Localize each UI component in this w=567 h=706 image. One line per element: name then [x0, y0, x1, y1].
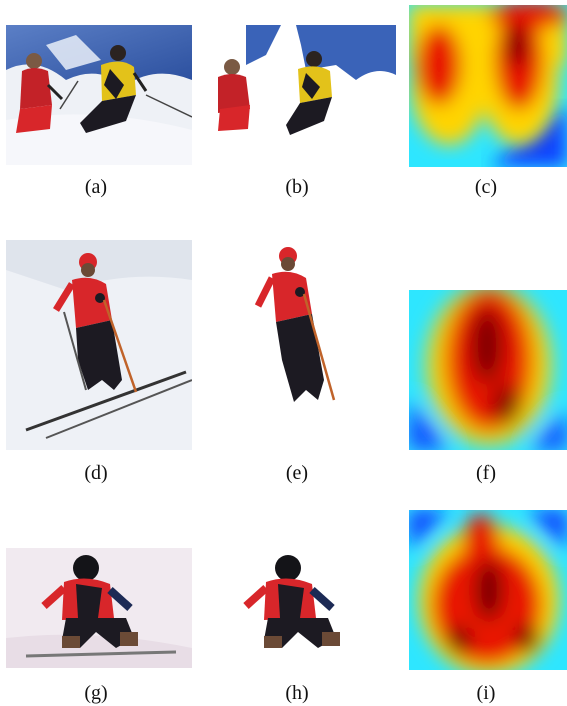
panel-i-heatmap	[409, 510, 567, 670]
caption-c: (c)	[474, 176, 498, 198]
caption-b: (b)	[285, 176, 309, 198]
caption-d: (d)	[84, 462, 108, 484]
panel-c-heatmap	[409, 5, 567, 167]
caption-g: (g)	[84, 682, 108, 704]
caption-i: (i)	[476, 682, 496, 704]
panel-b-segmentation	[206, 25, 396, 165]
panel-g-photo	[6, 548, 192, 668]
panel-a-photo	[6, 25, 192, 165]
caption-e: (e)	[285, 462, 309, 484]
panel-h-segmentation	[206, 548, 396, 668]
panel-f-heatmap	[409, 290, 567, 450]
panel-d-photo	[6, 240, 192, 450]
panel-e-segmentation	[206, 240, 396, 450]
caption-a: (a)	[84, 176, 108, 198]
caption-h: (h)	[285, 682, 309, 704]
caption-f: (f)	[476, 462, 496, 484]
